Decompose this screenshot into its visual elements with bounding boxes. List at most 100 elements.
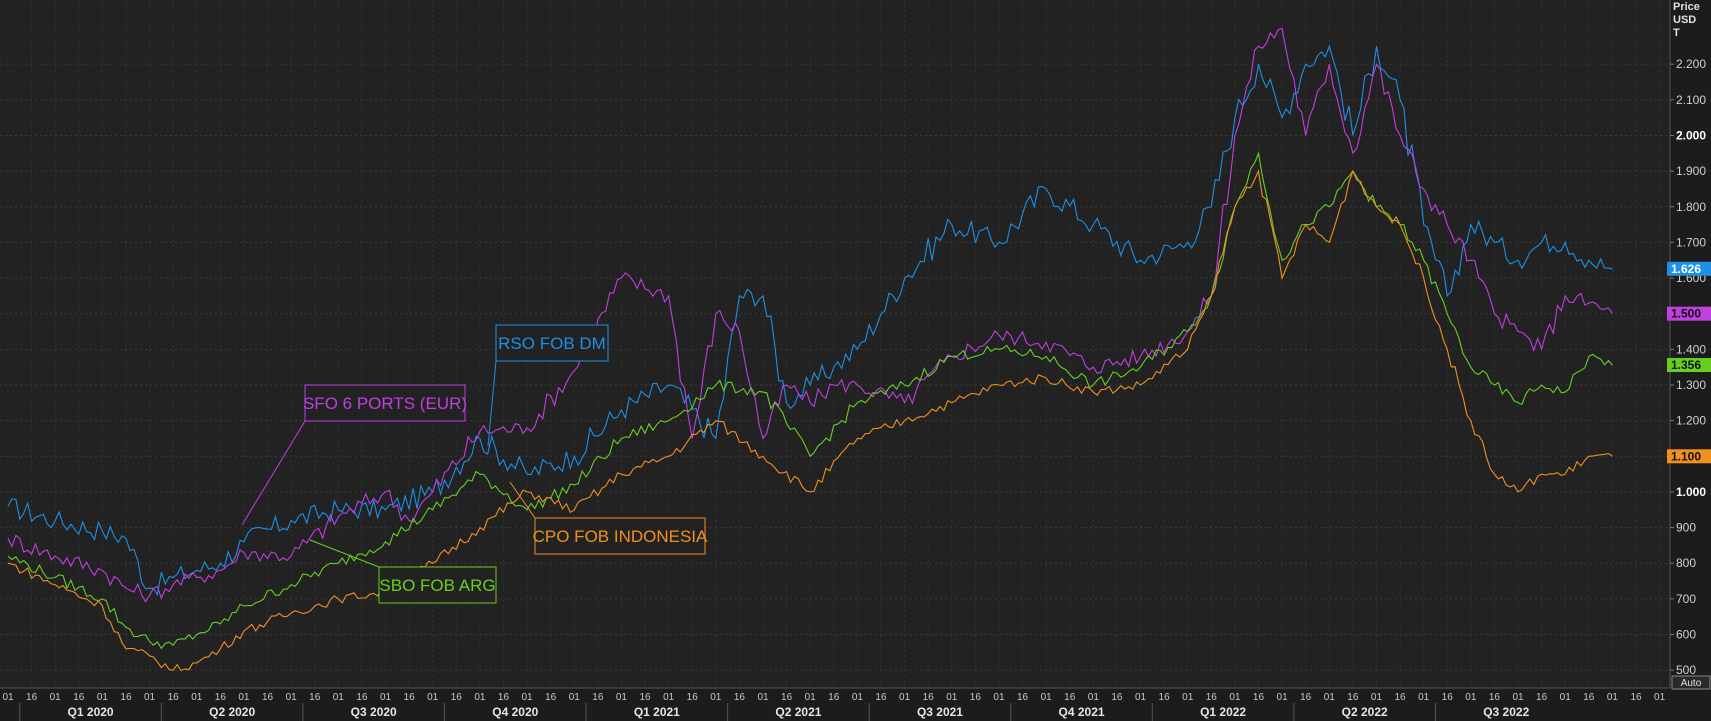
y-tick-label: 1.900 <box>1676 164 1706 178</box>
x-day-tick-label: 16 <box>26 692 38 703</box>
callouts: RSO FOB DM SFO 6 PORTS (EUR) CPO FOB INDON… <box>241 324 708 604</box>
x-day-tick-label: 01 <box>522 692 534 703</box>
axis-title-line-2: USD <box>1673 14 1696 26</box>
x-day-tick-label: 01 <box>946 692 958 703</box>
x-day-tick-label: 01 <box>663 692 675 703</box>
x-day-tick-label: 01 <box>1371 692 1383 703</box>
callout-leader <box>309 539 380 568</box>
x-day-tick-label: 16 <box>1253 692 1265 703</box>
badge-background <box>1667 358 1711 373</box>
grid-lines <box>0 0 1670 688</box>
x-day-tick-label: 01 <box>1182 692 1194 703</box>
y-tick-label: 2.000 <box>1676 128 1706 142</box>
x-day-tick-label: 01 <box>757 692 769 703</box>
x-day-tick-label: 16 <box>120 692 132 703</box>
callout-3: SBO FOB ARG <box>309 539 497 604</box>
callout-box <box>304 384 466 422</box>
x-day-tick-label: 16 <box>687 692 699 703</box>
x-axis: 01 16 01 16 01 16 01 16 01 16 01 16 01 16 01 16 01 16 01 16… <box>0 687 1670 721</box>
badge-background <box>1667 449 1711 464</box>
x-day-tick-label: 01 <box>333 692 345 703</box>
last-value-badge-1: 1.500 <box>1667 306 1711 321</box>
x-day-tick-label: 16 <box>262 692 274 703</box>
x-day-tick-label: 01 <box>1654 692 1666 703</box>
x-day-tick-label: 01 <box>1607 692 1619 703</box>
callout-box <box>534 517 706 555</box>
x-quarter-label: Q3 2020 <box>351 705 397 719</box>
callout-label: CPO FOB INDONESIA <box>533 527 708 546</box>
callout-0: RSO FOB DM <box>487 324 609 447</box>
badge-label: 1.100 <box>1671 449 1701 463</box>
x-quarter-label: Q1 2020 <box>68 705 114 719</box>
x-day-tick-label: 16 <box>1583 692 1595 703</box>
x-day-tick-label: 16 <box>1111 692 1123 703</box>
y-tick-label: 600 <box>1676 628 1696 642</box>
y-tick-label: 1.800 <box>1676 200 1706 214</box>
callout-leader <box>509 481 536 519</box>
x-day-tick-label: 16 <box>73 692 85 703</box>
x-quarter-label: Q4 2021 <box>1059 705 1105 719</box>
series-line-2 <box>7 151 1613 650</box>
x-day-tick-label: 01 <box>1135 692 1147 703</box>
x-quarter-label: Q2 2020 <box>209 705 255 719</box>
x-day-tick-label: 01 <box>1465 692 1477 703</box>
x-day-tick-label: 01 <box>852 692 864 703</box>
auto-button[interactable]: Auto <box>1671 675 1711 690</box>
y-tick-label: 1.200 <box>1676 414 1706 428</box>
x-day-tick-label: 01 <box>238 692 250 703</box>
y-tick-label: 900 <box>1676 521 1696 535</box>
badge-label: 1.500 <box>1671 307 1701 321</box>
axis-title-line-3: T <box>1673 27 1680 39</box>
x-day-tick-label: 16 <box>451 692 463 703</box>
callout-leader <box>241 420 306 526</box>
x-day-tick-label: 01 <box>616 692 628 703</box>
x-day-tick-label: 01 <box>1229 692 1241 703</box>
callout-1: SFO 6 PORTS (EUR) <box>241 384 467 526</box>
y-tick-label: 800 <box>1676 556 1696 570</box>
badge-label: 1.626 <box>1671 262 1701 276</box>
x-day-tick-label: 16 <box>970 692 982 703</box>
x-day-tick-label: 01 <box>993 692 1005 703</box>
x-day-tick-label: 16 <box>828 692 840 703</box>
x-day-tick-label: 01 <box>1324 692 1336 703</box>
y-tick-label: 2.200 <box>1676 57 1706 71</box>
x-day-tick-label: 16 <box>1159 692 1171 703</box>
badge-background <box>1667 261 1711 276</box>
y-tick-label: 700 <box>1676 592 1696 606</box>
last-value-badges: 1.626 1.500 1.356 1.100 <box>1667 261 1711 464</box>
y-tick-label: 2.100 <box>1676 93 1706 107</box>
x-day-tick-label: 16 <box>781 692 793 703</box>
x-day-tick-label: 16 <box>498 692 510 703</box>
x-quarter-label: Q3 2021 <box>917 705 963 719</box>
x-day-tick-label: 16 <box>1536 692 1548 703</box>
last-value-badge-3: 1.100 <box>1667 449 1711 464</box>
x-day-tick-label: 16 <box>875 692 887 703</box>
auto-button-label: Auto <box>1681 678 1702 689</box>
series-line-3 <box>7 169 1613 672</box>
badge-background <box>1667 306 1711 321</box>
series-line-1 <box>7 27 1613 603</box>
y-tick-label: 1.300 <box>1676 378 1706 392</box>
x-quarter-label: Q2 2021 <box>775 705 821 719</box>
x-day-tick-label: 01 <box>474 692 486 703</box>
x-day-tick-label: 01 <box>899 692 911 703</box>
x-day-tick-label: 16 <box>168 692 180 703</box>
x-day-tick-label: 16 <box>1206 692 1218 703</box>
x-day-tick-label: 01 <box>144 692 156 703</box>
axis-title-line-1: Price <box>1673 1 1700 13</box>
series-lines <box>7 27 1613 672</box>
x-quarter-label: Q2 2022 <box>1342 705 1388 719</box>
last-value-badge-0: 1.626 <box>1667 261 1711 276</box>
x-day-tick-label: 16 <box>1442 692 1454 703</box>
x-quarter-label: Q3 2022 <box>1483 705 1529 719</box>
y-tick-label: 1.400 <box>1676 342 1706 356</box>
x-day-tick-label: 16 <box>404 692 416 703</box>
last-value-badge-2: 1.356 <box>1667 358 1711 373</box>
series-line-0 <box>7 44 1613 596</box>
x-day-tick-label: 01 <box>97 692 109 703</box>
x-day-tick-label: 01 <box>1512 692 1524 703</box>
x-axis-background <box>0 688 1670 721</box>
callout-label: RSO FOB DM <box>498 334 606 353</box>
